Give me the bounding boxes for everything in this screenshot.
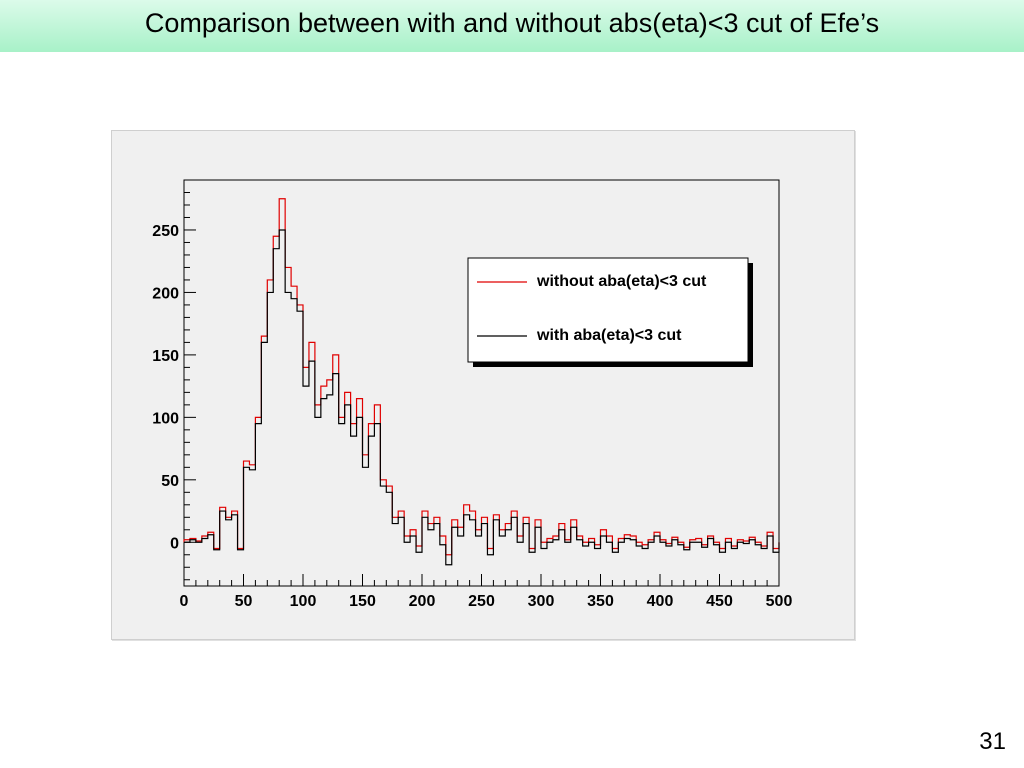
legend-label-with: with aba(eta)<3 cut xyxy=(536,327,682,344)
x-tick-label: 0 xyxy=(180,593,189,610)
series-layer xyxy=(183,198,780,566)
y-tick-label: 150 xyxy=(152,348,179,365)
y-tick-label: 250 xyxy=(152,223,179,240)
slide-title: Comparison between with and without abs(… xyxy=(144,8,880,38)
x-tick-label: 450 xyxy=(706,593,733,610)
x-tick-label: 250 xyxy=(468,593,495,610)
x-tick-label: 150 xyxy=(349,593,376,610)
y-tick-label: 50 xyxy=(161,473,179,490)
legend-box xyxy=(467,257,749,363)
y-tick-label: 0 xyxy=(170,535,179,552)
y-tick-label: 100 xyxy=(152,410,179,427)
histogram-series-with-cut xyxy=(184,229,780,566)
x-tick-label: 400 xyxy=(647,593,674,610)
axes: 0 50 100 150 200 250 300 350 400 450 500 0 50 100 150 2… xyxy=(152,191,793,610)
x-tick-label: 100 xyxy=(290,593,317,610)
page-number: 31 xyxy=(979,728,1006,755)
x-tick-label: 500 xyxy=(766,593,793,610)
x-tick-label: 200 xyxy=(409,593,436,610)
x-tick-label: 50 xyxy=(235,593,253,610)
x-tick-label: 300 xyxy=(528,593,555,610)
title-banner xyxy=(0,0,1024,52)
legend: without aba(eta)<3 cut with aba(eta)<3 c… xyxy=(467,257,753,367)
legend-label-without: without aba(eta)<3 cut xyxy=(536,273,707,290)
y-tick-label: 200 xyxy=(152,285,179,302)
x-tick-label: 350 xyxy=(587,593,614,610)
